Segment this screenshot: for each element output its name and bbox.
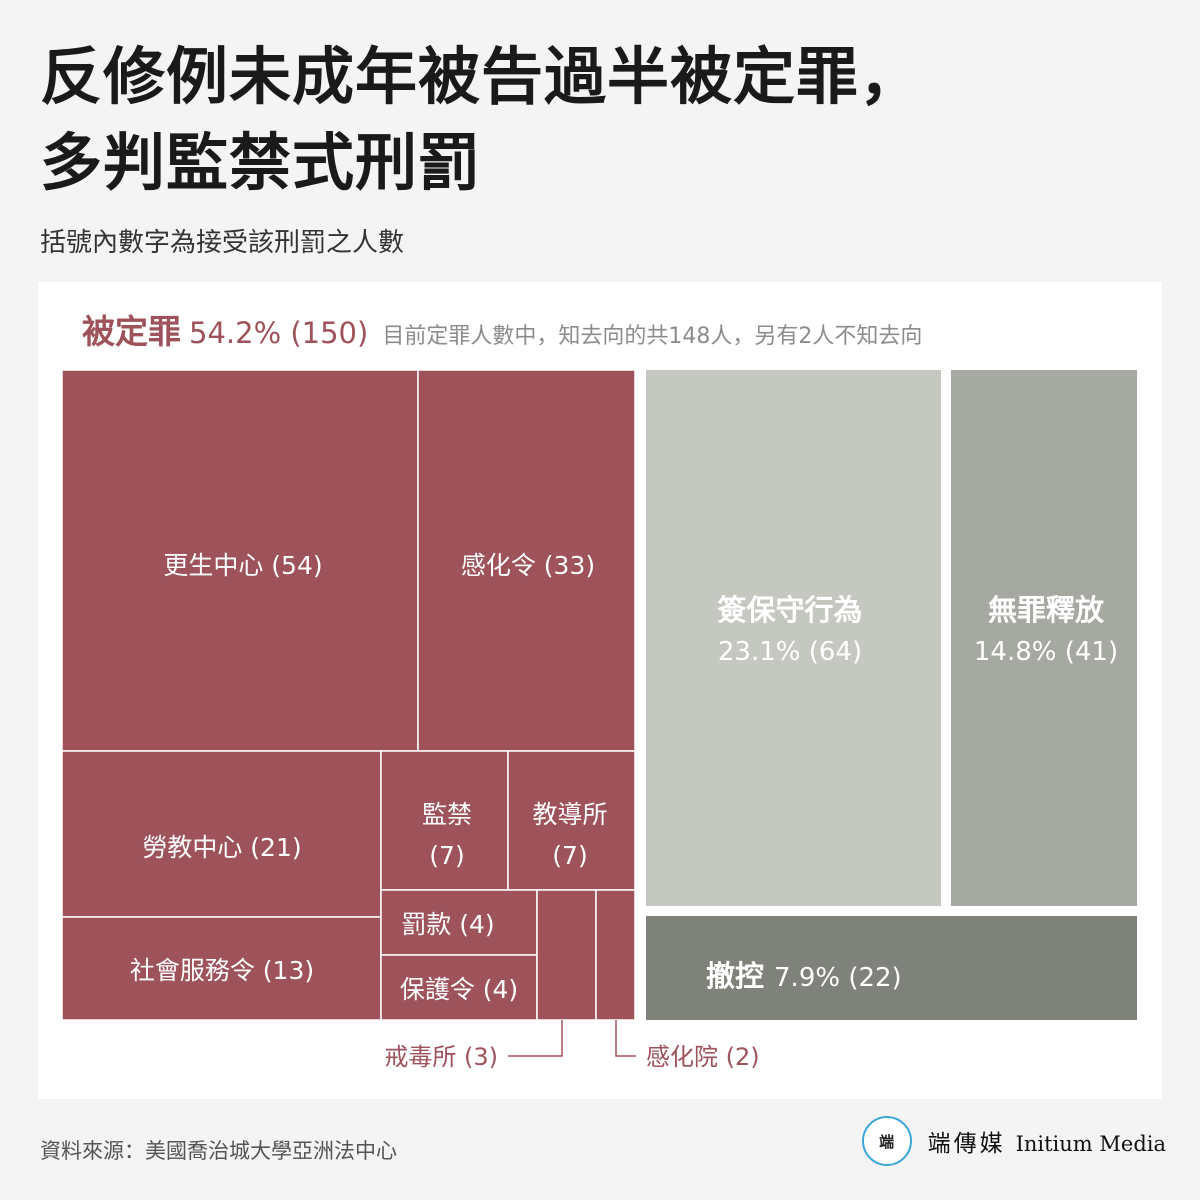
treemap-cell-drug-addiction-centre xyxy=(536,889,597,1021)
drug-addiction-centre-leader xyxy=(508,1020,563,1057)
acquitted-stats: 14.8% (41) xyxy=(974,637,1118,667)
treemap-cell-reformatory-school xyxy=(595,889,636,1021)
fine-label: 罰款 (4) xyxy=(401,910,494,939)
chart-panel: 被定罪 54.2% (150) 目前定罪人數中，知去向的共148人，另有2人不知去向… xyxy=(38,282,1162,1099)
treemap-cell-protection-order xyxy=(380,954,538,1021)
acquitted-label: 無罪釋放 xyxy=(988,593,1105,627)
probation-order-label: 感化令 (33) xyxy=(461,551,595,580)
bound-over-stats: 23.1% (64) xyxy=(718,637,862,667)
convicted-header: 被定罪 54.2% (150) 目前定罪人數中，知去向的共148人，另有2人不知去向 xyxy=(82,310,922,360)
training-centre-label-name: 教導所 xyxy=(532,800,607,829)
detention-centre-label: 勞教中心 (21) xyxy=(142,833,301,862)
reformatory-school-leader xyxy=(615,1020,636,1057)
convicted-header-note: 目前定罪人數中，知去向的共148人，另有2人不知去向 xyxy=(382,324,923,349)
bound-over-label: 簽保守行為 xyxy=(717,593,862,627)
treemap-chart: 更生中心 (54) 感化令 (33) 勞教中心 (21) 監禁 (7) 教導所 … xyxy=(61,369,1137,1071)
charges-withdrawn-label: 撤控 xyxy=(706,959,764,993)
treemap-cell-charges-withdrawn xyxy=(646,916,1137,1020)
chart-subtitle: 括號內數字為接受該刑罰之人數 xyxy=(40,228,405,258)
chart-title: 反修例未成年被告過半被定罪， 多判監禁式刑罰 xyxy=(40,34,922,206)
treemap-cell-bound-over xyxy=(646,370,941,906)
reformatory-school-callout: 感化院 (2) xyxy=(646,1043,760,1071)
drug-addiction-centre-callout: 戒毒所 (3) xyxy=(384,1043,498,1071)
convicted-header-category: 被定罪 xyxy=(82,312,181,351)
data-source: 資料來源：美國喬治城大學亞洲法中心 xyxy=(40,1139,397,1163)
rehab-centre-label: 更生中心 (54) xyxy=(163,551,322,580)
community-service-order-label: 社會服務令 (13) xyxy=(130,956,314,985)
brand-name-en: Initium Media xyxy=(1015,1132,1166,1156)
treemap-cell-community-service-order xyxy=(61,916,382,1021)
title-line-2: 多判監禁式刑罰 xyxy=(40,126,482,199)
training-centre-label-count: (7) xyxy=(552,841,587,870)
convicted-header-stats: 54.2% (150) xyxy=(189,316,369,350)
title-line-1: 反修例未成年被告過半被定罪， xyxy=(40,40,923,113)
protection-order-label: 保護令 (4) xyxy=(400,975,518,1004)
charges-withdrawn-label-group: 撤控 7.9% (22) xyxy=(706,959,902,993)
brand-name-cn: 端傳媒 xyxy=(927,1131,1006,1157)
treemap-cell-probation-order xyxy=(417,369,636,752)
brand: 端 端傳媒 Initium Media xyxy=(861,1116,1166,1166)
treemap-cell-fine xyxy=(380,889,538,956)
imprisonment-label-name: 監禁 xyxy=(422,800,472,829)
imprisonment-label-count: (7) xyxy=(429,841,464,870)
charges-withdrawn-stats: 7.9% (22) xyxy=(774,963,902,993)
initium-logo-icon: 端 xyxy=(861,1116,912,1166)
treemap-cell-acquitted xyxy=(951,370,1137,906)
brand-name: 端傳媒 Initium Media xyxy=(928,1124,1166,1158)
